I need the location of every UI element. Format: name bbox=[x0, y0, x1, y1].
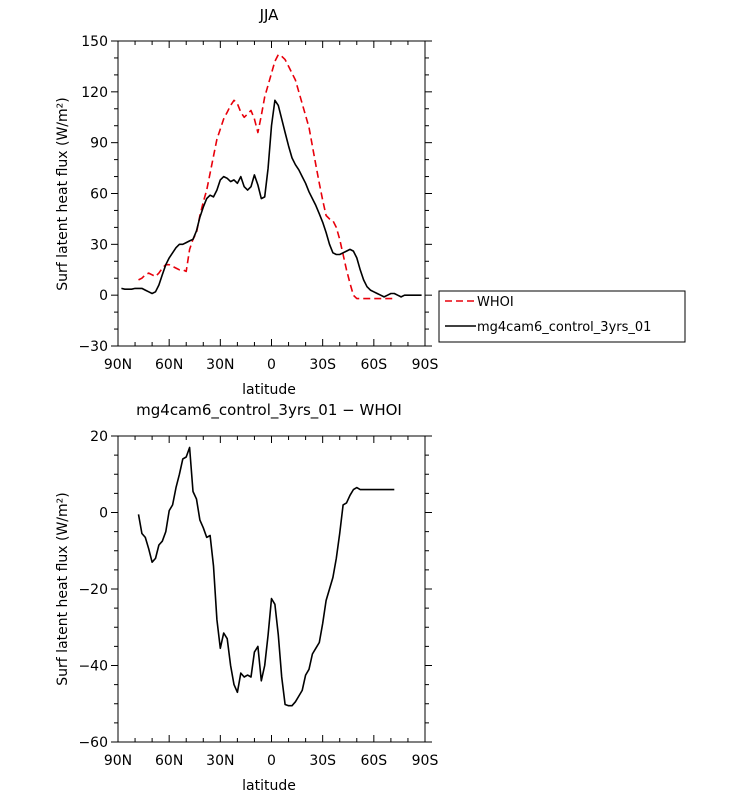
bottom-chart-title: mg4cam6_control_3yrs_01 − WHOI bbox=[136, 401, 402, 420]
top-panel: JJA latitude Surf latent heat flux (W/m²… bbox=[55, 6, 686, 398]
x-tick-label: 0 bbox=[267, 753, 276, 769]
legend-label-model: mg4cam6_control_3yrs_01 bbox=[477, 320, 651, 335]
x-tick-label: 90N bbox=[104, 753, 132, 769]
y-tick-label: 90 bbox=[90, 136, 108, 152]
y-tick-label: 0 bbox=[99, 506, 108, 522]
y-tick-label: 0 bbox=[99, 288, 108, 304]
bottom-axis-ticks: 90N 60N 30N 0 30S 60S 90S −60 −40 −20 0 20 bbox=[78, 429, 438, 769]
y-tick-label: −20 bbox=[78, 582, 108, 598]
legend: WHOI mg4cam6_control_3yrs_01 bbox=[438, 290, 686, 343]
x-tick-label: 90N bbox=[104, 357, 132, 373]
x-tick-label: 90S bbox=[412, 753, 439, 769]
difference-series-line bbox=[137, 446, 395, 707]
x-tick-label: 60S bbox=[360, 753, 387, 769]
x-tick-label: 90S bbox=[412, 357, 439, 373]
legend-box bbox=[438, 290, 686, 343]
x-tick-label: 60N bbox=[155, 753, 183, 769]
y-tick-label: −30 bbox=[78, 339, 108, 355]
bottom-plot-frame bbox=[117, 435, 426, 743]
top-plot-frame bbox=[117, 40, 426, 347]
whoi-series-line bbox=[138, 53, 395, 300]
y-tick-label: 120 bbox=[81, 85, 108, 101]
x-tick-label: 30N bbox=[206, 753, 234, 769]
legend-label-whoi: WHOI bbox=[477, 295, 514, 310]
top-chart-title: JJA bbox=[259, 6, 280, 24]
y-tick-label: 30 bbox=[90, 237, 108, 253]
x-tick-label: 30S bbox=[309, 357, 336, 373]
top-axis-ticks: 90N 60N 30N 0 30S 60S 90S −30 0 30 60 90 120 150 bbox=[78, 34, 438, 373]
x-tick-label: 30S bbox=[309, 753, 336, 769]
x-tick-label: 60N bbox=[155, 357, 183, 373]
x-tick-label: 60S bbox=[360, 357, 387, 373]
top-x-axis-label: latitude bbox=[242, 382, 296, 398]
y-tick-label: 150 bbox=[81, 34, 108, 50]
top-y-axis-label: Surf latent heat flux (W/m²) bbox=[55, 97, 71, 290]
bottom-panel: mg4cam6_control_3yrs_01 − WHOI latitude … bbox=[55, 401, 438, 794]
y-tick-label: −40 bbox=[78, 659, 108, 675]
x-tick-label: 0 bbox=[267, 357, 276, 373]
mg4cam6-control-3yrs-01-series-line bbox=[121, 99, 422, 298]
x-tick-label: 30N bbox=[206, 357, 234, 373]
top-plot-lines bbox=[121, 53, 422, 300]
y-tick-label: −60 bbox=[78, 735, 108, 751]
y-tick-label: 20 bbox=[90, 429, 108, 445]
bottom-y-axis-label: Surf latent heat flux (W/m²) bbox=[55, 492, 71, 685]
bottom-x-axis-label: latitude bbox=[242, 778, 296, 794]
bottom-plot-lines bbox=[137, 446, 395, 707]
y-tick-label: 60 bbox=[90, 187, 108, 203]
